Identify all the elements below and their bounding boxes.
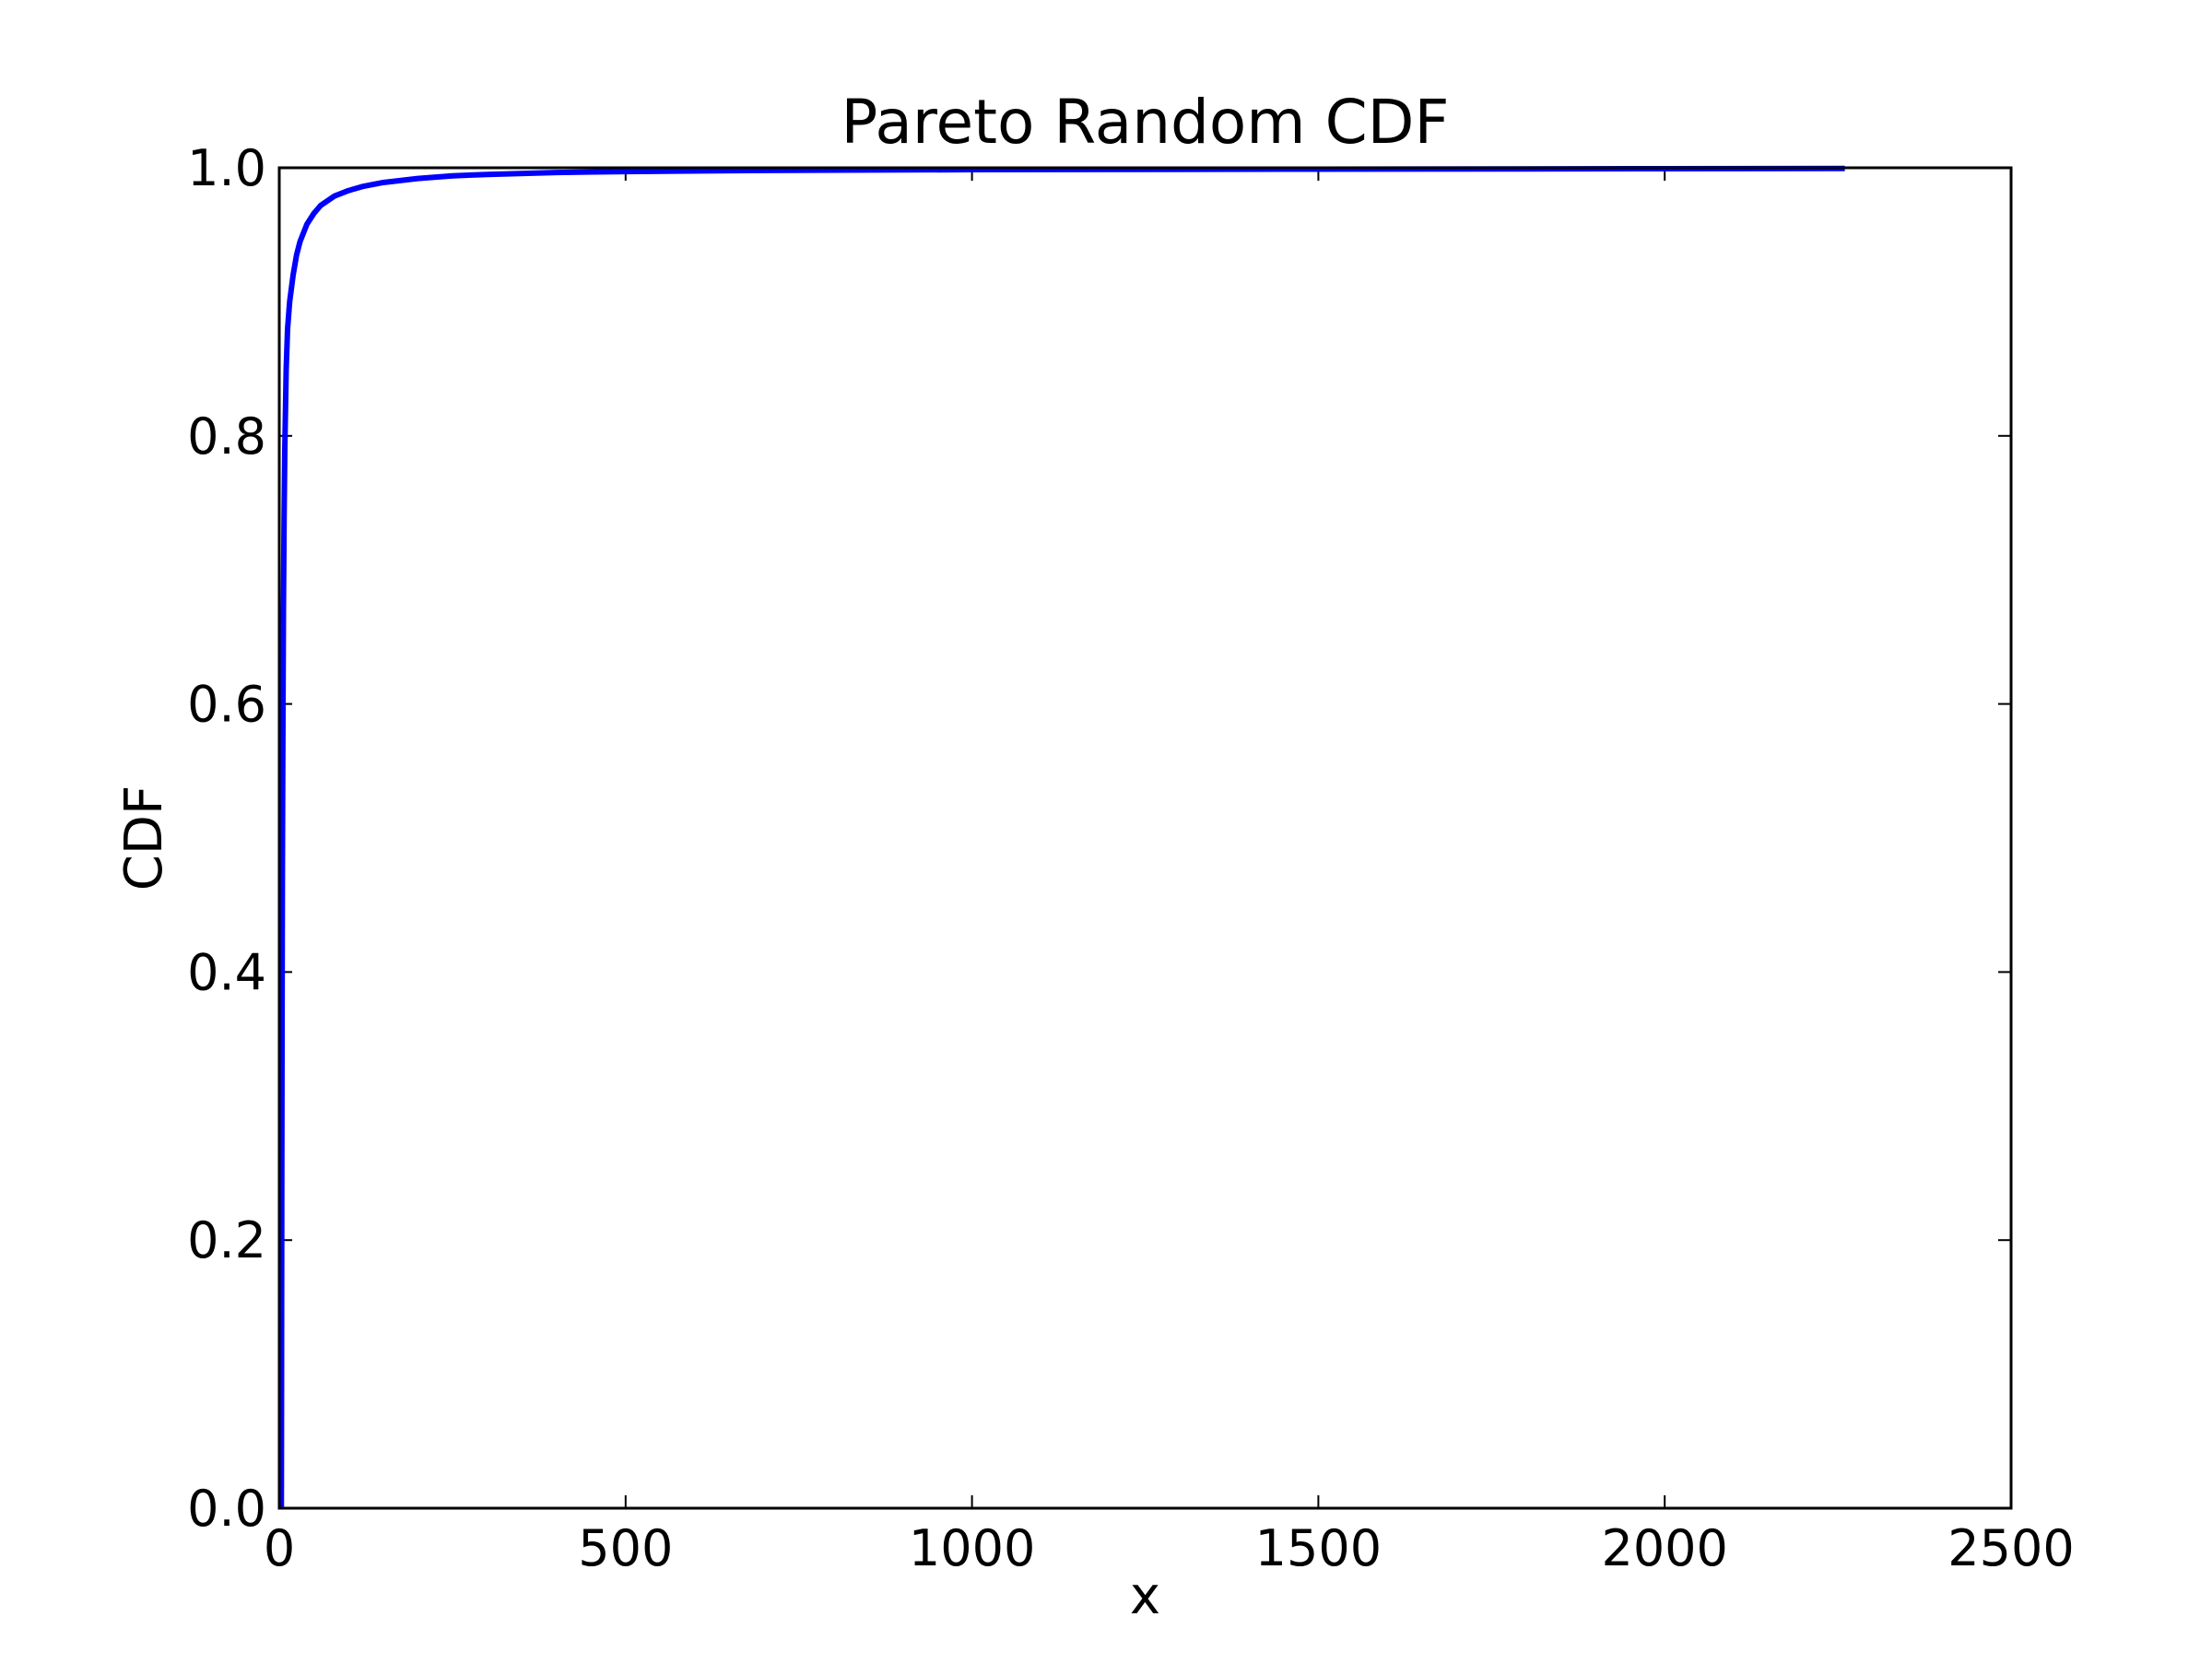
y-tick-label: 0.8: [187, 407, 266, 466]
x-tick-label: 1500: [1255, 1519, 1382, 1577]
series-layer: [278, 165, 1845, 1509]
y-tick-label: 1.0: [187, 139, 266, 197]
y-tick-label: 0.4: [187, 943, 266, 1001]
x-tick-label: 0: [264, 1519, 295, 1577]
y-tick-label: 0.6: [187, 676, 266, 734]
plot-frame: [277, 166, 2013, 1510]
y-tick-label: 0.2: [187, 1211, 266, 1269]
chart-title: Pareto Random CDF: [841, 87, 1450, 158]
x-tick-label: 500: [578, 1519, 673, 1577]
cdf-series-line: [278, 165, 1845, 1509]
labels-layer: 0 500 1000 1500 2000 2500 0.0 0.2 0.4 0.6 0.8 1.0: [187, 139, 2075, 1577]
y-axis-label: CDF: [114, 785, 174, 891]
x-tick-label: 1000: [909, 1519, 1035, 1577]
x-axis-label: x: [1130, 1566, 1160, 1626]
x-tick-label: 2000: [1601, 1519, 1727, 1577]
y-tick-label: 0.0: [187, 1480, 266, 1538]
x-tick-label: 2500: [1947, 1519, 2074, 1577]
